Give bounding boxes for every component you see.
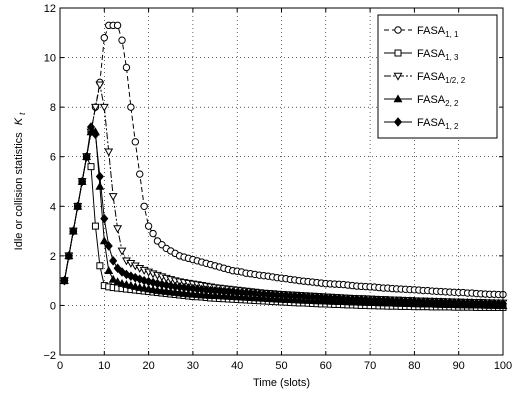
data-point [95, 81, 105, 90]
data-point [90, 103, 100, 112]
legend-marker [393, 94, 403, 103]
y-axis-label-text: Idle or collision statistics [13, 132, 25, 250]
legend-label: FASA1/2, 2 [417, 71, 466, 85]
data-point [95, 171, 104, 182]
data-point [104, 266, 114, 275]
data-point [131, 138, 140, 146]
data-point [113, 21, 122, 30]
data-point [96, 262, 104, 270]
y-tick-label: 10 [44, 53, 56, 65]
legend-label: FASA1, 2 [417, 117, 459, 131]
y-tick-label: 0 [50, 300, 56, 312]
data-point [140, 202, 148, 210]
data-point [73, 201, 82, 212]
data-point [91, 222, 99, 230]
legend-marker [393, 117, 403, 127]
y-axis-label-symbol: K [13, 117, 25, 125]
x-tick-label: 40 [231, 360, 243, 372]
y-tick-label: 8 [50, 102, 56, 114]
legend-subscript: 1, 3 [445, 53, 459, 62]
y-tick-label: 12 [44, 3, 56, 15]
legend-marker [393, 72, 403, 81]
data-point [87, 163, 95, 171]
legend-marker [394, 49, 402, 57]
data-point [69, 226, 78, 236]
data-point [104, 148, 114, 157]
legend-item: FASA1, 3 [384, 48, 459, 62]
data-point [86, 122, 96, 132]
data-point [149, 229, 157, 238]
data-point [100, 34, 109, 42]
data-point [95, 181, 105, 190]
data-point [60, 275, 69, 286]
y-axis-label: Idle or collision statistics K t [13, 112, 27, 250]
x-tick-label: 100 [494, 360, 512, 372]
data-point [131, 272, 140, 283]
y-axis-label-subscript: t [18, 112, 27, 115]
data-point [82, 151, 91, 162]
x-tick-label: 10 [98, 360, 110, 372]
x-tick-label: 70 [364, 360, 376, 372]
x-tick-label: 0 [57, 360, 63, 372]
x-tick-label: 50 [275, 360, 287, 372]
data-point [109, 256, 118, 266]
data-point [108, 193, 118, 201]
legend-item: FASA1/2, 2 [384, 71, 466, 85]
x-tick-label: 20 [142, 360, 154, 372]
data-point [99, 236, 109, 245]
data-point [64, 251, 73, 261]
y-tick-label: 6 [50, 152, 56, 164]
legend-name: FASA [417, 71, 446, 83]
series-layer [59, 21, 508, 311]
data-point [108, 274, 118, 283]
data-point [78, 176, 87, 187]
legend-label: FASA1, 1 [417, 25, 459, 39]
legend-subscript: 1/2, 2 [445, 76, 466, 85]
y-tick-label: −2 [43, 350, 56, 362]
data-point [99, 103, 109, 112]
data-point [122, 63, 131, 72]
x-tick-label: 60 [320, 360, 332, 372]
data-point [140, 275, 149, 286]
legend-name: FASA [417, 117, 446, 129]
legend-item: FASA2, 2 [384, 94, 459, 108]
data-point [104, 241, 113, 251]
legend-subscript: 1, 1 [445, 30, 459, 39]
data-point [136, 170, 144, 178]
x-axis-label: Time (slots) [253, 377, 310, 389]
y-tick-label: 2 [50, 251, 56, 263]
legend-label: FASA1, 3 [417, 48, 459, 62]
legend-label: FASA2, 2 [417, 94, 459, 108]
legend-item: FASA1, 2 [384, 117, 459, 131]
data-point [118, 36, 126, 44]
x-tick-label: 80 [408, 360, 420, 372]
legend-subscript: 1, 2 [445, 122, 459, 131]
data-point [113, 225, 123, 234]
series-5 [60, 122, 508, 309]
legend-name: FASA [417, 25, 446, 37]
legend-name: FASA [417, 94, 446, 106]
legend-item: FASA1, 1 [384, 25, 459, 39]
y-tick-label: 4 [50, 201, 56, 213]
data-point [122, 269, 131, 280]
data-point [100, 213, 109, 224]
legend-marker [394, 26, 402, 34]
data-point [113, 277, 123, 286]
data-point [117, 247, 127, 256]
data-point [127, 103, 135, 111]
data-point [113, 263, 122, 274]
x-tick-label: 90 [453, 360, 465, 372]
legend-subscript: 2, 2 [445, 99, 459, 108]
data-point [144, 222, 153, 230]
legend-name: FASA [417, 48, 446, 60]
data-point [91, 129, 100, 140]
data-point [117, 267, 127, 277]
x-tick-label: 30 [187, 360, 199, 372]
